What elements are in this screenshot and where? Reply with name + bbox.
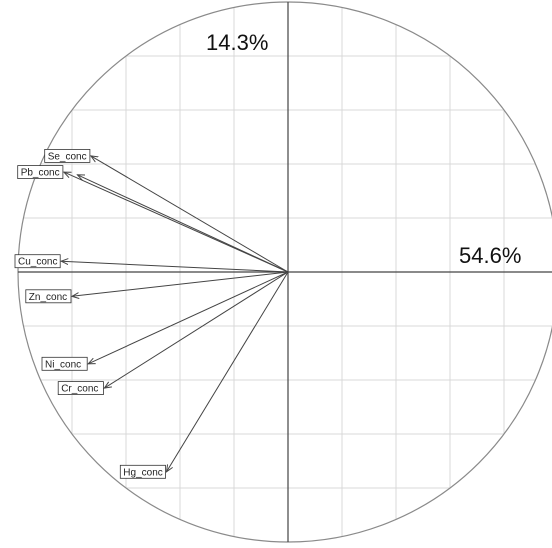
vector-arrow-zn_conc bbox=[72, 271, 289, 296]
vector-label-se_conc: Se_conc bbox=[48, 151, 87, 162]
x-axis-variance-label: 54.6% bbox=[459, 243, 522, 268]
vector-label-box-ni_conc bbox=[41, 356, 88, 371]
vector-arrow-hg_conc bbox=[167, 271, 289, 472]
y-axis-variance-label: 14.3% bbox=[206, 30, 269, 55]
vector-label-box-hg_conc bbox=[119, 464, 166, 479]
vector-label-box-zn_conc bbox=[25, 289, 72, 304]
vector-label-box-se_conc bbox=[44, 148, 91, 163]
vector-arrow-se_conc bbox=[91, 156, 289, 273]
vector-label-box-cr_conc bbox=[57, 381, 104, 396]
vector-label-cu_conc: Cu_conc bbox=[18, 257, 57, 268]
vector-arrow-hg_conc_hidden bbox=[77, 175, 289, 273]
vector-label-box-cu_conc bbox=[14, 254, 61, 269]
vector-arrow-pb_conc bbox=[64, 172, 289, 273]
vector-arrow-cr_conc bbox=[104, 271, 289, 388]
vector-label-zn_conc: Zn_conc bbox=[29, 292, 67, 303]
vector-arrow-cu_conc bbox=[61, 261, 289, 273]
vector-label-ni_conc: Ni_conc bbox=[45, 359, 81, 370]
vector-label-pb_conc: Pb_conc bbox=[21, 168, 60, 179]
vector-arrow-ni_conc bbox=[88, 271, 289, 364]
vector-label-hg_conc: Hg_conc bbox=[123, 467, 162, 478]
vector-label-box-pb_conc bbox=[17, 165, 64, 180]
vector-label-cr_conc: Cr_conc bbox=[61, 384, 98, 395]
